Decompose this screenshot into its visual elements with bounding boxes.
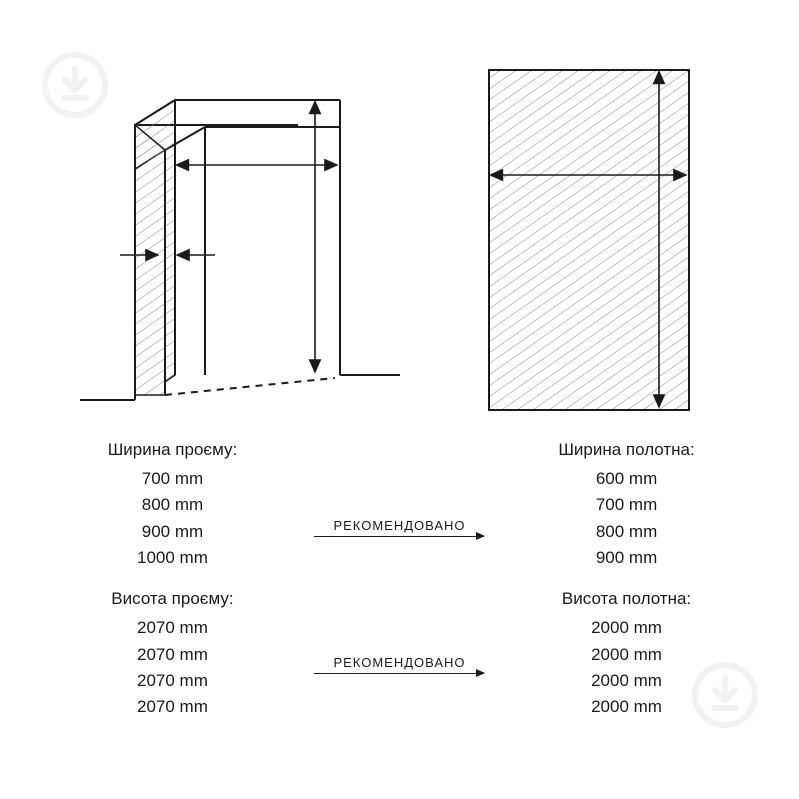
opening-column: Ширина проєму: 700 mm 800 mm 900 mm 1000…: [40, 440, 305, 721]
opening-width-val: 900 mm: [40, 519, 305, 545]
door-leaf-diagram: [459, 55, 719, 430]
arrow-right-icon: [314, 673, 484, 674]
door-frame-diagram: [80, 55, 400, 430]
opening-width-title: Ширина проєму:: [40, 440, 305, 460]
leaf-width-title: Ширина полотна:: [494, 440, 759, 460]
size-tables: Ширина проєму: 700 mm 800 mm 900 mm 1000…: [0, 420, 799, 721]
opening-height-val: 2070 mm: [40, 694, 305, 720]
opening-height-val: 2070 mm: [40, 642, 305, 668]
leaf-height-val: 2000 mm: [494, 615, 759, 641]
opening-height-val: 2070 mm: [40, 668, 305, 694]
opening-height-val: 2070 mm: [40, 615, 305, 641]
leaf-width-val: 600 mm: [494, 466, 759, 492]
recommended-arrow: РЕКОМЕНДОВАНО: [305, 655, 494, 674]
watermark-icon: [690, 660, 760, 730]
leaf-width-val: 800 mm: [494, 519, 759, 545]
recommended-arrow: РЕКОМЕНДОВАНО: [305, 518, 494, 537]
leaf-width-val: 700 mm: [494, 492, 759, 518]
recommended-column: РЕКОМЕНДОВАНО РЕКОМЕНДОВАНО: [305, 440, 494, 721]
leaf-width-val: 900 mm: [494, 545, 759, 571]
recommended-label: РЕКОМЕНДОВАНО: [305, 518, 494, 533]
diagrams-row: [0, 0, 799, 420]
recommended-label: РЕКОМЕНДОВАНО: [305, 655, 494, 670]
opening-height-title: Висота проєму:: [40, 589, 305, 609]
leaf-height-title: Висота полотна:: [494, 589, 759, 609]
arrow-right-icon: [314, 536, 484, 537]
opening-width-val: 700 mm: [40, 466, 305, 492]
opening-width-val: 1000 mm: [40, 545, 305, 571]
opening-width-val: 800 mm: [40, 492, 305, 518]
